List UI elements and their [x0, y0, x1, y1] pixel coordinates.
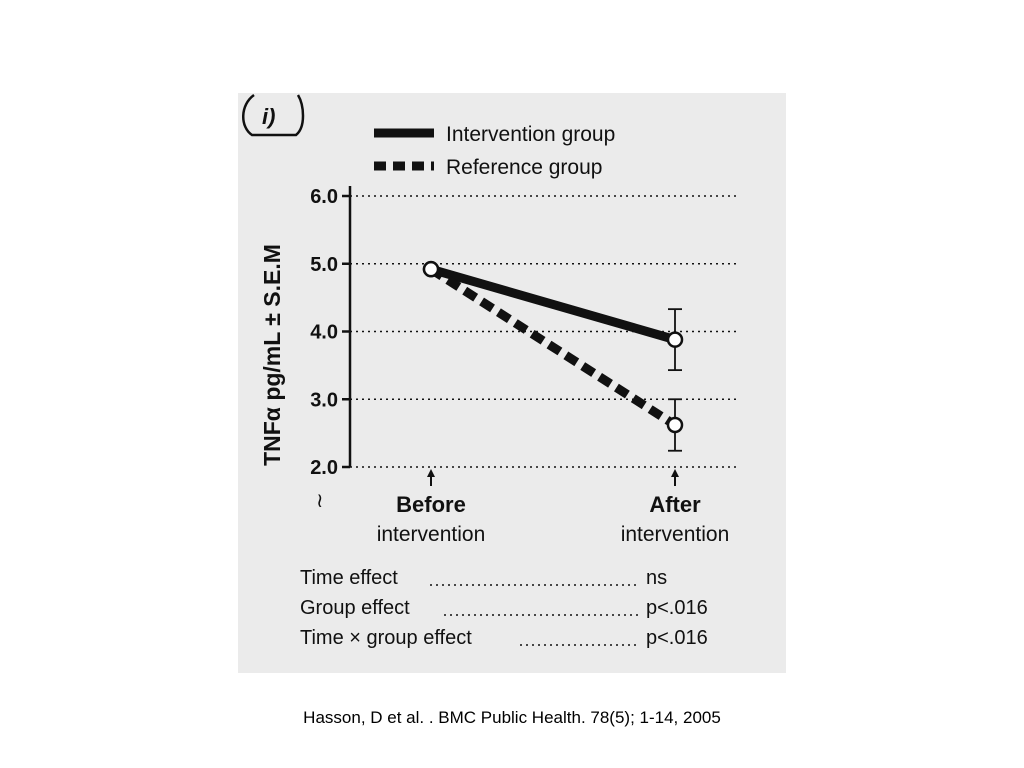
x-tick-arrowhead	[427, 469, 435, 477]
stat-label-group: Group effect	[300, 597, 410, 619]
legend: Intervention group Reference group	[374, 123, 615, 179]
x-tick-arrowhead	[671, 469, 679, 477]
citation-caption: Hasson, D et al. . BMC Public Health. 78…	[303, 708, 721, 727]
data-point	[666, 416, 684, 434]
y-tick-label: 3.0	[310, 389, 338, 411]
x-tick-label: After	[649, 492, 701, 517]
stat-label-interaction: Time × group effect	[300, 627, 472, 649]
stats-table: Time effect ns Group effect p<.016 Time …	[300, 567, 708, 649]
y-tick-label: 2.0	[310, 457, 338, 479]
stat-label-time: Time effect	[300, 567, 398, 589]
data-point	[666, 331, 684, 348]
data-point	[422, 260, 440, 278]
series-line-intervention	[429, 264, 677, 344]
y-tick-label: 6.0	[310, 186, 338, 208]
panel-label-frame	[242, 93, 305, 137]
x-tick-label: Before	[396, 492, 466, 517]
legend-label-intervention: Intervention group	[446, 123, 615, 146]
y-tick-label: 5.0	[310, 254, 338, 276]
tnf-alpha-chart: i) Intervention group Reference group TN…	[242, 93, 738, 649]
stat-value-group: p<.016	[646, 597, 708, 619]
axis-break-symbol: ≀	[316, 490, 324, 512]
x-tick-label: intervention	[621, 523, 730, 546]
legend-label-reference: Reference group	[446, 156, 602, 179]
series-line-reference	[428, 265, 678, 429]
y-axis-title: TNFα pg/mL ± S.E.M	[259, 244, 285, 466]
panel-label: i)	[262, 104, 275, 129]
x-tick-label: intervention	[377, 523, 486, 546]
stat-value-time: ns	[646, 567, 667, 589]
stat-value-interaction: p<.016	[646, 627, 708, 649]
y-tick-label: 4.0	[310, 322, 338, 344]
figure-scan: i) Intervention group Reference group TN…	[238, 93, 786, 673]
